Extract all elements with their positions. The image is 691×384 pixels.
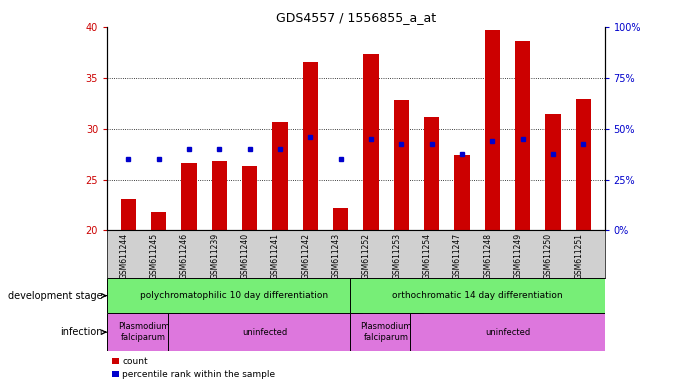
Text: GSM611248: GSM611248: [484, 233, 493, 279]
Text: GSM611243: GSM611243: [332, 233, 341, 279]
Text: GSM611240: GSM611240: [240, 233, 249, 279]
Bar: [272, 121, 287, 230]
Text: GSM611245: GSM611245: [150, 233, 159, 279]
Title: GDS4557 / 1556855_a_at: GDS4557 / 1556855_a_at: [276, 11, 436, 24]
Bar: [455, 155, 470, 230]
Text: GSM611251: GSM611251: [574, 233, 583, 279]
Bar: [242, 166, 257, 230]
Bar: [350, 313, 423, 351]
Bar: [168, 313, 362, 351]
Text: GSM611250: GSM611250: [544, 233, 553, 279]
Text: GSM611239: GSM611239: [210, 233, 219, 279]
Bar: [151, 212, 167, 230]
Legend: count, percentile rank within the sample: count, percentile rank within the sample: [112, 357, 276, 379]
Bar: [350, 278, 605, 313]
Text: uninfected: uninfected: [485, 328, 530, 337]
Text: uninfected: uninfected: [243, 328, 287, 337]
Text: GSM611249: GSM611249: [513, 233, 522, 279]
Bar: [182, 163, 197, 230]
Bar: [363, 55, 379, 230]
Bar: [394, 100, 409, 230]
Text: Plasmodium
falciparum: Plasmodium falciparum: [361, 323, 412, 342]
Text: polychromatophilic 10 day differentiation: polychromatophilic 10 day differentiatio…: [140, 291, 329, 300]
Text: GSM611253: GSM611253: [392, 233, 401, 279]
Bar: [410, 313, 605, 351]
Text: Plasmodium
falciparum: Plasmodium falciparum: [117, 323, 169, 342]
Bar: [576, 99, 591, 230]
Bar: [107, 278, 362, 313]
Text: GSM611254: GSM611254: [423, 233, 432, 279]
Text: GSM611244: GSM611244: [120, 233, 129, 279]
Bar: [333, 208, 348, 230]
Text: GSM611242: GSM611242: [301, 233, 310, 279]
Bar: [121, 199, 136, 230]
Text: GSM611246: GSM611246: [180, 233, 189, 279]
Text: orthochromatic 14 day differentiation: orthochromatic 14 day differentiation: [392, 291, 562, 300]
Bar: [303, 63, 318, 230]
Bar: [515, 41, 530, 230]
Bar: [485, 30, 500, 230]
Bar: [107, 313, 180, 351]
Bar: [424, 118, 439, 230]
Bar: [211, 161, 227, 230]
Text: GSM611247: GSM611247: [453, 233, 462, 279]
Text: GSM611241: GSM611241: [271, 233, 280, 279]
Bar: [545, 114, 560, 230]
Text: GSM611252: GSM611252: [362, 233, 371, 279]
Text: infection: infection: [59, 327, 106, 337]
Text: development stage: development stage: [8, 291, 106, 301]
